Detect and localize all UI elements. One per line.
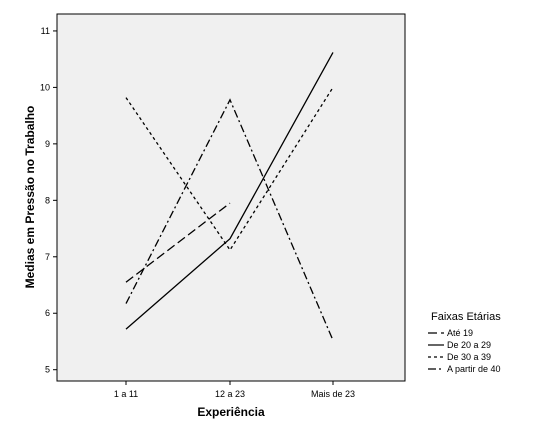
legend-label: De 30 a 39 [447, 352, 491, 362]
x-tick-label: 12 a 23 [215, 389, 245, 399]
x-axis-ticks: 1 a 11 12 a 23 Mais de 23 [114, 381, 355, 399]
x-axis-title: Experiência [197, 405, 265, 419]
y-tick-label: 5 [45, 365, 50, 375]
y-axis-title: Medias em Pressão no Trabalho [23, 106, 37, 289]
series-line-4 [125, 98, 334, 341]
x-tick-label: Mais de 23 [311, 389, 355, 399]
y-tick-label: 10 [40, 82, 50, 92]
y-tick-label: 9 [45, 139, 50, 149]
y-tick-label: 6 [45, 308, 50, 318]
y-tick-label: 8 [45, 195, 50, 205]
y-tick-label: 7 [45, 252, 50, 262]
legend-label: A partir de 40 [447, 364, 501, 374]
legend-label: De 20 a 29 [447, 340, 491, 350]
y-tick-label: 11 [41, 26, 50, 36]
legend-label: Até 19 [447, 328, 473, 338]
series-lines [125, 52, 334, 341]
series-line-3 [125, 87, 334, 252]
x-tick-label: 1 a 11 [114, 389, 138, 399]
legend-title: Faixas Etárias [431, 311, 501, 323]
plot-area [56, 13, 406, 382]
y-axis-ticks: 5 6 7 8 9 10 11 [40, 26, 57, 375]
series-line-2 [125, 52, 334, 330]
legend-items: Até 19 De 20 a 29 De 30 a 39 A partir de 40 [428, 328, 501, 374]
legend: Faixas Etárias Até 19 De 20 a 29 De 30 a 3… [428, 311, 501, 374]
